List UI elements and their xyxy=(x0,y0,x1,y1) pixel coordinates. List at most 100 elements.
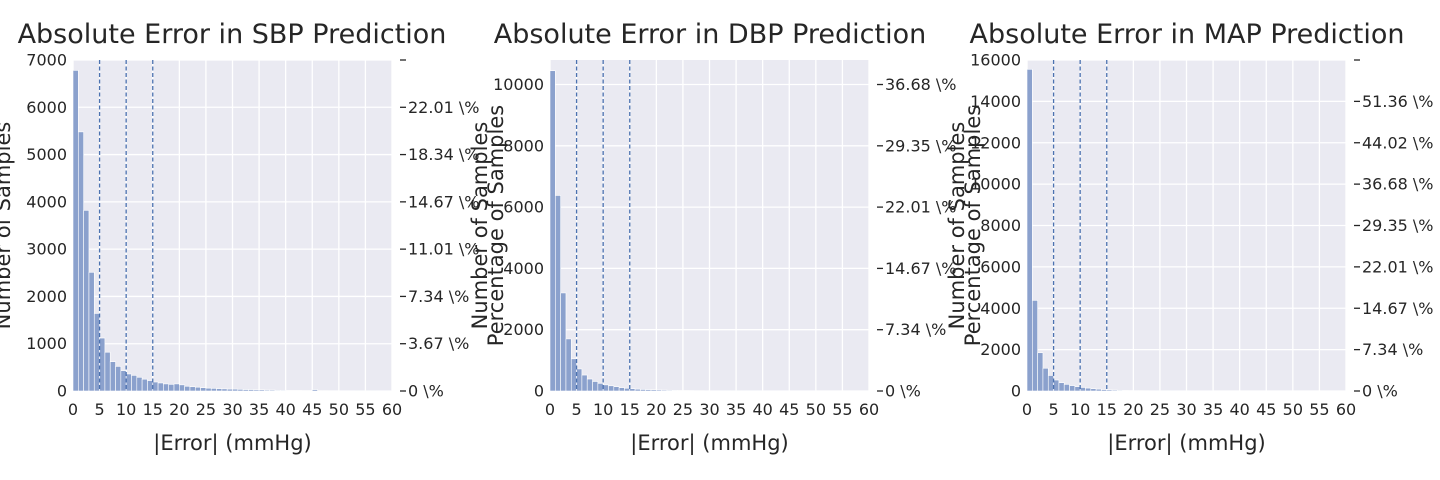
histogram-bar xyxy=(1090,388,1097,392)
histogram-bar xyxy=(624,387,631,392)
histogram-bar xyxy=(1111,389,1118,392)
x-tick-label: 35 xyxy=(1203,400,1223,419)
x-tick-label: 20 xyxy=(1123,400,1143,419)
x-tick-label: 50 xyxy=(1283,400,1303,419)
right-y-axis-label: Percentage of Samples xyxy=(484,105,508,346)
y-tick-label: 6000 xyxy=(503,198,544,217)
histogram-bar xyxy=(216,388,223,392)
x-tick-label: 25 xyxy=(1150,400,1170,419)
histogram-bar xyxy=(549,70,556,392)
right-tick-label: 22.01 \% xyxy=(408,98,479,117)
histogram-bar xyxy=(1063,384,1070,392)
x-tick-label: 15 xyxy=(620,400,640,419)
histogram-bar xyxy=(136,376,143,392)
histogram-bar xyxy=(131,375,138,392)
right-tick-label: 0 \% xyxy=(885,382,921,401)
x-tick-label: 40 xyxy=(752,400,772,419)
right-tick-label: 3.67 \% xyxy=(408,334,469,353)
chart-title: Absolute Error in SBP Prediction xyxy=(18,19,447,50)
y-tick-label: 1000 xyxy=(26,334,67,353)
x-tick-label: 15 xyxy=(1097,400,1117,419)
right-y-axis-label: Percentage of Samples xyxy=(1438,105,1440,346)
right-tick-label: 36.68 \% xyxy=(1362,175,1433,194)
x-tick-label: 35 xyxy=(249,400,269,419)
histogram-bar xyxy=(666,389,673,392)
histogram-bar xyxy=(258,389,265,392)
histogram-bar xyxy=(1026,69,1033,392)
right-tick-label: 0 \% xyxy=(408,382,444,401)
histogram-bar xyxy=(280,389,286,392)
histogram-bar xyxy=(570,358,577,392)
right-tick-label: 7.34 \% xyxy=(1362,340,1423,359)
x-tick-label: 45 xyxy=(1256,400,1276,419)
x-tick-label: 0 xyxy=(545,400,555,419)
x-tick-label: 10 xyxy=(116,400,136,419)
histogram-bar xyxy=(269,389,276,392)
histogram-bar xyxy=(157,382,164,392)
histogram-bar xyxy=(576,368,583,392)
histogram-bar xyxy=(1122,390,1129,392)
histogram-bar xyxy=(210,388,217,392)
histogram-bar xyxy=(661,389,668,392)
histogram-bar xyxy=(602,384,609,392)
y-tick-label: 8000 xyxy=(503,136,544,155)
histogram-bar xyxy=(242,389,249,392)
histogram-bar xyxy=(226,388,233,392)
y-tick-label: 10000 xyxy=(493,75,544,94)
histogram-bar xyxy=(1047,375,1054,392)
y-tick-label: 0 xyxy=(57,382,67,401)
x-tick-label: 30 xyxy=(222,400,242,419)
histogram-bar xyxy=(248,389,255,392)
y-tick-label: 12000 xyxy=(970,133,1021,152)
histogram-bar xyxy=(104,351,111,392)
histogram-bar xyxy=(1079,387,1086,392)
histogram-bar xyxy=(597,383,604,392)
y-tick-label: 14000 xyxy=(970,92,1021,111)
histogram-bar xyxy=(671,390,678,392)
histogram-bar xyxy=(1032,300,1038,392)
histogram-bar xyxy=(613,386,620,392)
histogram-bar xyxy=(264,389,271,392)
x-tick-label: 60 xyxy=(1336,400,1356,419)
y-axis-label: Number of Samples xyxy=(468,122,492,330)
right-tick-label: 0 \% xyxy=(1362,382,1398,401)
x-tick-label: 30 xyxy=(1176,400,1196,419)
histogram-bar xyxy=(608,385,615,392)
right-y-axis-label: Percentage of Samples xyxy=(961,105,985,346)
histogram-bar xyxy=(645,389,652,392)
x-tick-label: 5 xyxy=(1048,400,1058,419)
x-tick-label: 10 xyxy=(1070,400,1090,419)
histogram-bar xyxy=(581,374,588,392)
x-tick-label: 60 xyxy=(382,400,402,419)
histogram-bar xyxy=(179,384,185,392)
histogram-bar xyxy=(1037,352,1044,392)
x-tick-label: 50 xyxy=(329,400,349,419)
histogram-bar xyxy=(194,386,201,392)
histogram-bar xyxy=(115,366,122,392)
x-tick-label: 60 xyxy=(859,400,879,419)
histogram-bar xyxy=(205,387,212,392)
histogram-bar xyxy=(120,370,127,392)
histogram-bar xyxy=(221,388,228,392)
y-tick-label: 2000 xyxy=(503,320,544,339)
right-tick-label: 22.01 \% xyxy=(1362,257,1433,276)
x-tick-label: 5 xyxy=(94,400,104,419)
histogram-bar xyxy=(1106,389,1113,392)
histogram-bar xyxy=(1058,382,1065,392)
histogram-bar xyxy=(1074,386,1081,392)
right-tick-label: 11.01 \% xyxy=(408,240,479,259)
y-tick-label: 5000 xyxy=(26,145,67,164)
histogram-bar xyxy=(555,195,561,392)
x-tick-label: 20 xyxy=(169,400,189,419)
histogram-bar xyxy=(592,381,599,392)
histogram-bar xyxy=(141,378,148,392)
x-tick-label: 40 xyxy=(1229,400,1249,419)
histogram-bar xyxy=(618,387,625,392)
y-tick-label: 10000 xyxy=(970,175,1021,194)
y-tick-label: 6000 xyxy=(980,257,1021,276)
histogram-bar xyxy=(184,385,191,392)
histogram-bar xyxy=(72,70,79,392)
histogram-bar xyxy=(147,380,154,392)
